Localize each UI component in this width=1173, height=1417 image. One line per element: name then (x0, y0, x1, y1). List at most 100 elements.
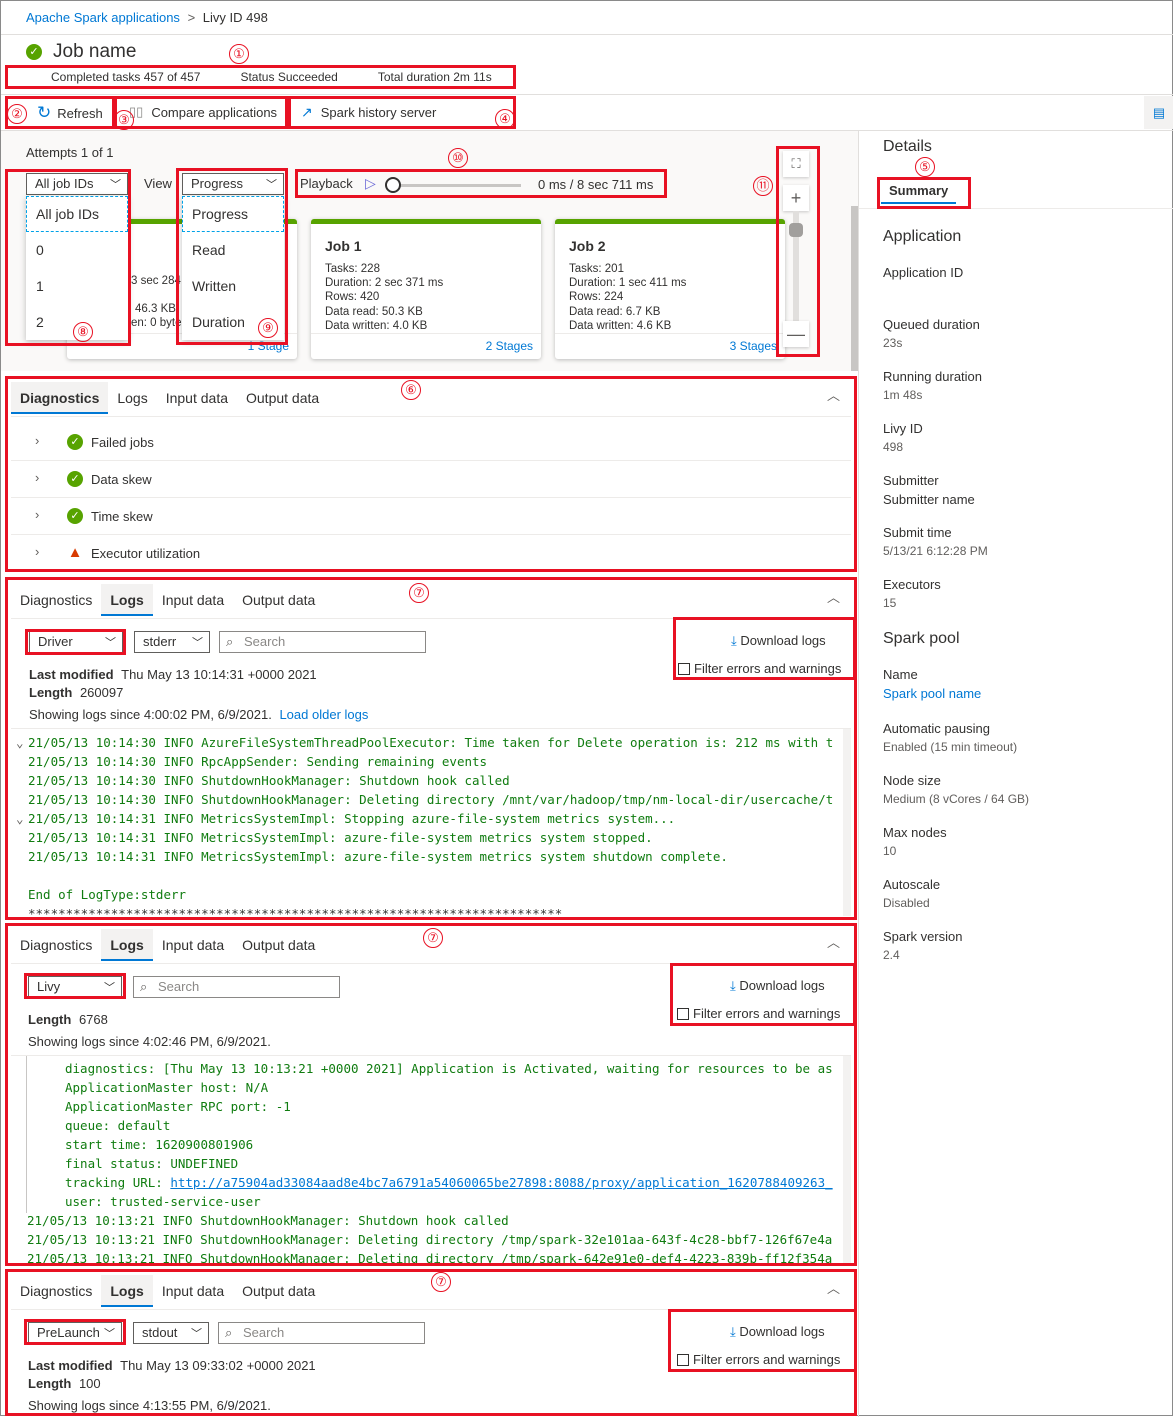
chevron-right-icon[interactable]: › (35, 507, 40, 522)
zoom-in-icon[interactable]: + (783, 185, 809, 211)
log-line: ApplicationMaster host: N/A (65, 1080, 269, 1095)
tab-logs[interactable]: Logs (101, 929, 153, 961)
job-card[interactable]: Job 1 Tasks: 228 Duration: 2 sec 371 ms Ro… (311, 219, 541, 359)
length-label: Length (28, 1376, 72, 1391)
dropdown-option[interactable]: Duration (192, 314, 245, 330)
tab-output-data[interactable]: Output data (242, 937, 316, 953)
tab-logs[interactable]: Logs (101, 584, 153, 616)
field-value: 23s (883, 336, 903, 350)
collapse-icon[interactable]: ︿ (827, 388, 841, 403)
log-search-input[interactable]: ⌕ Search (219, 631, 426, 653)
tab-logs[interactable]: Logs (117, 390, 148, 406)
field-value: 5/13/21 6:12:28 PM (883, 544, 988, 558)
download-logs-button[interactable]: ⤓ Download logs (730, 978, 825, 994)
details-heading: Details (883, 138, 932, 155)
fit-to-screen-icon[interactable]: ⛶ (783, 151, 809, 177)
job-stages-link[interactable]: 3 Stages (555, 333, 785, 359)
refresh-button[interactable]: ↻ Refresh (37, 103, 103, 123)
chevron-right-icon[interactable]: › (35, 544, 40, 559)
diagnostic-row[interactable]: › ✓ Data skew (11, 461, 851, 498)
chevron-right-icon[interactable]: › (35, 433, 40, 448)
load-older-logs-link[interactable]: Load older logs (279, 707, 369, 722)
log-source-select[interactable]: Driver ﹀ (29, 631, 123, 653)
diagnostic-row[interactable]: › ▲ Executor utilization (11, 535, 851, 572)
log-line: diagnostics: [Thu May 13 10:13:21 +0000 … (65, 1061, 833, 1076)
download-logs-button[interactable]: ⤓ Download logs (731, 633, 826, 649)
tab-logs[interactable]: Logs (101, 1275, 153, 1307)
fold-icon[interactable]: ⌄ (16, 735, 24, 750)
graph-scrollbar[interactable] (851, 206, 858, 371)
zoom-slider[interactable] (793, 211, 799, 321)
divider (11, 963, 851, 964)
checkbox-icon[interactable] (677, 1008, 689, 1020)
spark-pool-link[interactable]: Spark pool name (883, 686, 982, 701)
chevron-down-icon: ﹀ (104, 1328, 115, 1340)
dropdown-option[interactable]: 2 (36, 314, 44, 330)
tab-output-data[interactable]: Output data (242, 1283, 316, 1299)
fold-icon[interactable]: ⌄ (16, 811, 24, 826)
tab-diagnostics[interactable]: Diagnostics (11, 382, 109, 414)
log-search-input[interactable]: ⌕ Search (133, 976, 340, 998)
diagnostic-row[interactable]: › ✓ Failed jobs (11, 424, 851, 461)
dropdown-option[interactable]: 1 (36, 278, 44, 294)
playback-slider[interactable] (391, 184, 521, 187)
breadcrumb: Apache Spark applications > Livy ID 498 (26, 10, 268, 25)
indent-guide (26, 1056, 27, 1213)
tab-input-data[interactable]: Input data (161, 937, 225, 953)
spark-history-server-button[interactable]: ↗ Spark history server (301, 104, 436, 121)
job-read: Data read: 6.7 KB (569, 305, 661, 318)
tab-output-data[interactable]: Output data (246, 390, 320, 406)
field-max-nodes: Max nodes 10 (883, 825, 947, 858)
job-stages-link[interactable]: 2 Stages (311, 333, 541, 359)
zoom-out-icon[interactable]: — (783, 321, 809, 347)
tab-diagnostics[interactable]: Diagnostics (20, 1283, 93, 1299)
log-type-select[interactable]: stderr ﹀ (134, 631, 210, 653)
annotation-marker: ④ (495, 109, 515, 129)
log-source-select[interactable]: Livy ﹀ (28, 976, 122, 998)
collapse-icon[interactable]: ︿ (827, 935, 841, 950)
dropdown-option[interactable]: Progress (182, 196, 284, 232)
dropdown-option[interactable]: Read (192, 242, 226, 258)
compare-applications-button[interactable]: ▯▯ Compare applications (129, 104, 277, 120)
tab-input-data[interactable]: Input data (161, 1283, 225, 1299)
tab-input-data[interactable]: Input data (165, 390, 228, 406)
dropdown-option[interactable]: All job IDs (26, 196, 128, 232)
dropdown-option[interactable]: 0 (36, 242, 44, 258)
log-search-input[interactable]: ⌕ Search (218, 1322, 425, 1344)
download-logs-button[interactable]: ⤓ Download logs (730, 1324, 825, 1340)
collapse-icon[interactable]: ︿ (827, 590, 841, 605)
divider (859, 208, 1173, 209)
checkbox-icon[interactable] (678, 663, 690, 675)
job-title: Job 2 (569, 238, 606, 254)
tab-input-data[interactable]: Input data (161, 592, 225, 608)
log-type-select[interactable]: stdout ﹀ (133, 1322, 209, 1344)
diagnostic-row[interactable]: › ✓ Time skew (11, 498, 851, 535)
tab-diagnostics[interactable]: Diagnostics (20, 937, 93, 953)
filter-errors-checkbox[interactable]: Filter errors and warnings (677, 1006, 840, 1021)
log-scrollbar[interactable] (843, 729, 851, 916)
collapse-icon[interactable]: ︿ (827, 1281, 841, 1296)
log-source-select[interactable]: PreLaunch ﹀ (28, 1322, 122, 1344)
tab-diagnostics[interactable]: Diagnostics (20, 592, 93, 608)
zoom-slider-thumb[interactable] (789, 223, 803, 237)
breadcrumb-root-link[interactable]: Apache Spark applications (26, 10, 180, 25)
job-card[interactable]: Job 2 Tasks: 201 Duration: 1 sec 411 ms Ro… (555, 219, 785, 359)
field-label: Executors (883, 577, 941, 592)
filter-errors-checkbox[interactable]: Filter errors and warnings (678, 661, 841, 676)
filter-errors-checkbox[interactable]: Filter errors and warnings (677, 1352, 840, 1367)
tracking-url-link[interactable]: http://a75904ad33084aad8e4bc7a6791a54060… (170, 1175, 833, 1190)
log-line: 21/05/13 10:13:21 INFO ShutdownHookManag… (27, 1251, 833, 1263)
status-label: Status (240, 70, 275, 84)
tab-output-data[interactable]: Output data (242, 592, 316, 608)
play-icon[interactable]: ▷ (365, 175, 376, 191)
job-read-fragment: 46.3 KB (135, 303, 176, 315)
dropdown-option[interactable]: Written (192, 278, 237, 294)
tab-summary[interactable]: Summary (881, 179, 957, 204)
job-id-filter[interactable]: All job IDs ﹀ (26, 173, 128, 195)
playback-slider-thumb[interactable] (385, 177, 401, 193)
details-panel-toggle-icon[interactable]: ▤ (1144, 96, 1173, 129)
chevron-right-icon[interactable]: › (35, 470, 40, 485)
view-select[interactable]: Progress ﹀ (182, 173, 284, 195)
log-scrollbar[interactable] (843, 1056, 851, 1263)
checkbox-icon[interactable] (677, 1354, 689, 1366)
